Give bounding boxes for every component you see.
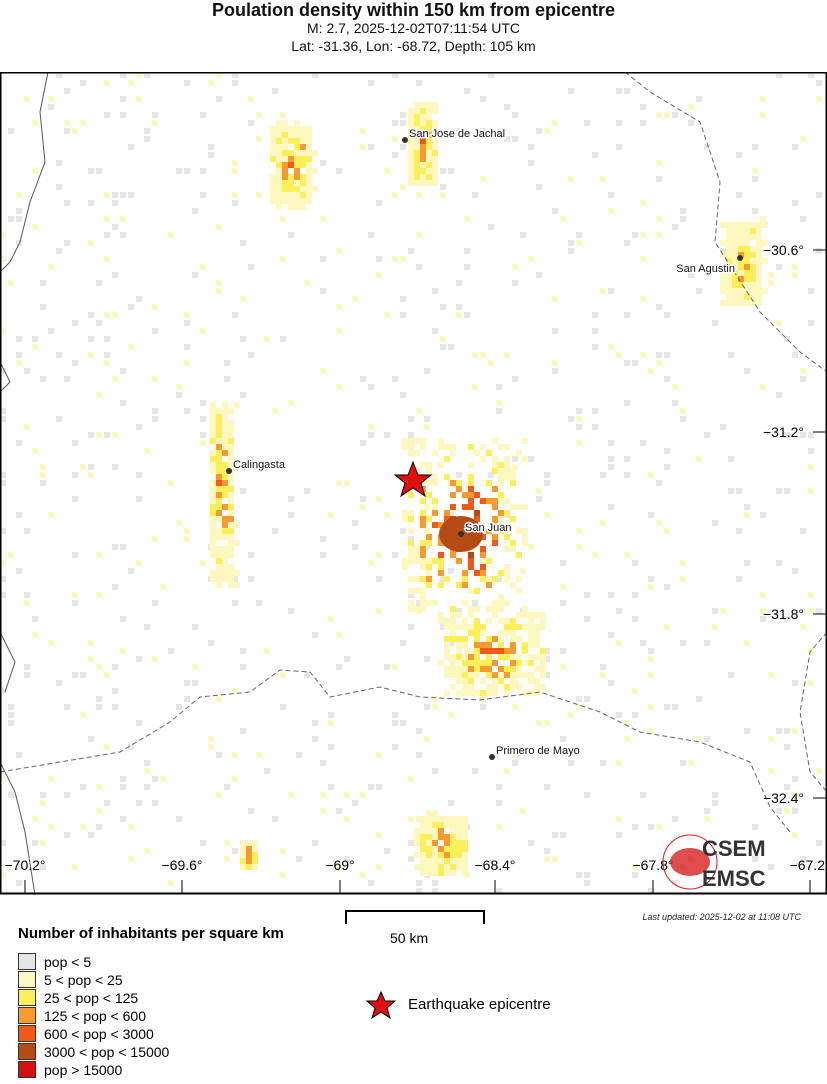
lon-tick-label: −69.6° [161, 857, 202, 873]
legend-label: 600 < pop < 3000 [44, 1025, 154, 1042]
population-map: −70.2° −69.6° −69° −68.4° −67.8° −67.2 −30.6° −… [0, 72, 827, 895]
legend-epicentre-star-icon [366, 990, 396, 1020]
legend-item: 600 < pop < 3000 [18, 1025, 154, 1042]
city-label: San Jose de Jachal [409, 128, 505, 140]
city-dot-icon [402, 137, 408, 143]
legend-epicentre-label: Earthquake epicentre [408, 996, 551, 1013]
lat-tick-label: −31.2° [763, 424, 804, 440]
province-border [799, 631, 827, 793]
city-marker: Primero de Mayo [489, 744, 581, 760]
scale-label: 50 km [390, 930, 429, 946]
legend-title: Number of inhabitants per square km [18, 925, 284, 942]
legend-item: 25 < pop < 125 [18, 989, 138, 1006]
city-marker: Calingasta [226, 458, 287, 474]
country-border [0, 72, 49, 895]
legend-label: pop > 15000 [44, 1061, 123, 1078]
logo-csem: CSEM [702, 836, 766, 861]
city-label: Primero de Mayo [496, 745, 580, 757]
lon-tick-label: −67.2 [790, 857, 826, 873]
legend-swatch [18, 971, 36, 988]
city-dot-icon [458, 531, 464, 537]
legend-item: 5 < pop < 25 [18, 971, 123, 988]
legend-label: pop < 5 [44, 953, 92, 970]
graticule-ticks: −70.2° −69.6° −69° −68.4° −67.8° −67.2 −30.6° −… [4, 242, 826, 893]
province-border [624, 72, 827, 373]
csem-emsc-logo: CSEM EMSC [662, 834, 766, 891]
legend-label: 25 < pop < 125 [44, 989, 139, 1006]
legend-swatch [18, 1061, 36, 1078]
lat-tick-label: −32.4° [763, 790, 804, 806]
logo-emsc: EMSC [702, 866, 766, 891]
legend-label: 3000 < pop < 15000 [44, 1043, 170, 1060]
city-dot-icon [737, 255, 743, 261]
city-label: San Juan [465, 522, 511, 534]
lon-tick-label: −68.4° [474, 857, 515, 873]
city-marker: San Juan [458, 521, 513, 537]
city-dot-icon [226, 468, 232, 474]
scale-bar [345, 910, 485, 924]
city-marker: San Jose de Jachal [402, 127, 507, 143]
lon-tick-label: −70.2° [4, 857, 45, 873]
legend-item: pop > 15000 [18, 1061, 122, 1078]
city-dot-icon [489, 754, 495, 760]
city-label: Calingasta [233, 459, 286, 471]
city-label: San Agustin [676, 263, 735, 275]
lat-tick-label: −31.8° [763, 606, 804, 622]
legend-item: 125 < pop < 600 [18, 1007, 146, 1024]
lon-tick-label: −67.8° [632, 857, 673, 873]
legend-item: pop < 5 [18, 953, 91, 970]
province-border [0, 669, 791, 833]
population-cells [0, 72, 822, 894]
last-updated: Last updated: 2025-12-02 at 11:08 UTC [642, 912, 801, 922]
epicentre-star [393, 460, 433, 498]
map-title: Poulation density within 150 km from epi… [211, 0, 616, 20]
city-marker: San Agustin [675, 255, 743, 277]
legend-label: 125 < pop < 600 [44, 1007, 146, 1024]
legend-swatch [18, 1025, 36, 1042]
event-subtitle: M: 2.7, 2025-12-02T07:11:54 UTC [307, 20, 520, 36]
legend-item: 3000 < pop < 15000 [18, 1043, 169, 1060]
location-subtitle: Lat: -31.36, Lon: -68.72, Depth: 105 km [291, 38, 536, 54]
legend-swatch [18, 1043, 36, 1060]
legend-swatch [18, 1007, 36, 1024]
legend-label: 5 < pop < 25 [44, 971, 123, 988]
lon-tick-label: −69° [325, 857, 354, 873]
legend-swatch [18, 989, 36, 1006]
legend-swatch [18, 953, 36, 970]
lat-tick-label: −30.6° [763, 242, 804, 258]
